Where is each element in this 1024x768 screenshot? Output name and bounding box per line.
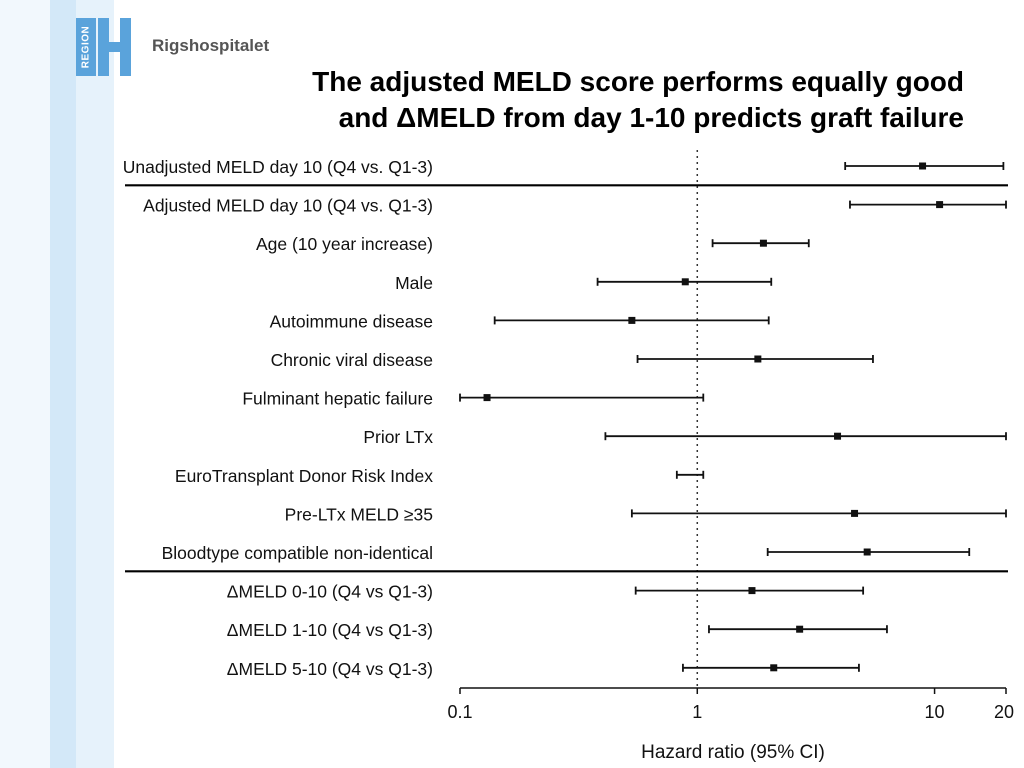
hazard-ratio-point — [770, 664, 778, 672]
hazard-ratio-point — [936, 201, 944, 209]
row-label: Fulminant hepatic failure — [242, 389, 433, 409]
hazard-ratio-point — [796, 625, 804, 633]
region-logo-bar: REGION — [76, 18, 96, 76]
hospital-name: Rigshospitalet — [152, 36, 270, 55]
forest-row: Unadjusted MELD day 10 (Q4 vs. Q1-3) — [123, 157, 1005, 177]
slide-title-line2: and ΔMELD from day 1-10 predicts graft f… — [338, 102, 964, 133]
forest-row: Age (10 year increase) — [256, 234, 810, 254]
h-letter-icon — [98, 18, 131, 76]
forest-row: ΔMELD 5-10 (Q4 vs Q1-3) — [227, 659, 860, 679]
forest-row: EuroTransplant Donor Risk Index — [175, 466, 705, 486]
row-label: Pre-LTx MELD ≥35 — [285, 504, 433, 524]
row-label: EuroTransplant Donor Risk Index — [175, 466, 433, 486]
hazard-ratio-point — [863, 548, 871, 556]
hazard-ratio-point — [681, 278, 689, 286]
x-tick-label: 1 — [692, 702, 702, 722]
hazard-ratio-point — [851, 509, 859, 517]
forest-row: Pre-LTx MELD ≥35 — [285, 504, 1007, 524]
forest-row: ΔMELD 1-10 (Q4 vs Q1-3) — [227, 620, 888, 640]
forest-row: Male — [395, 273, 773, 293]
hazard-ratio-point — [919, 162, 927, 170]
row-label: Male — [395, 273, 433, 293]
row-label: Adjusted MELD day 10 (Q4 vs. Q1-3) — [143, 196, 433, 216]
row-label: Bloodtype compatible non-identical — [162, 543, 433, 563]
x-tick-label: 20 — [994, 702, 1014, 722]
row-label: ΔMELD 1-10 (Q4 vs Q1-3) — [227, 620, 433, 640]
slide-title-line1: The adjusted MELD score performs equally… — [312, 66, 964, 97]
row-label: ΔMELD 5-10 (Q4 vs Q1-3) — [227, 659, 433, 679]
forest-row: Chronic viral disease — [271, 350, 874, 370]
background-stripe-pale — [76, 0, 114, 768]
region-h-logo: REGION — [76, 18, 134, 76]
forest-row: Bloodtype compatible non-identical — [162, 543, 971, 563]
background-stripe-light — [0, 0, 50, 768]
forest-row: Prior LTx — [363, 427, 1007, 447]
row-label: Age (10 year increase) — [256, 234, 433, 254]
row-label: ΔMELD 0-10 (Q4 vs Q1-3) — [227, 582, 433, 602]
row-label: Chronic viral disease — [271, 350, 433, 370]
forest-row: Adjusted MELD day 10 (Q4 vs. Q1-3) — [143, 196, 1007, 216]
row-label: Unadjusted MELD day 10 (Q4 vs. Q1-3) — [123, 157, 433, 177]
slide-title: The adjusted MELD score performs equally… — [0, 64, 964, 136]
x-axis-label: Hazard ratio (95% CI) — [641, 742, 825, 763]
hazard-ratio-point — [483, 394, 491, 402]
forest-row: Fulminant hepatic failure — [242, 389, 705, 409]
hazard-ratio-point — [748, 587, 756, 595]
hazard-ratio-point — [759, 239, 767, 247]
background-stripe-mid — [50, 0, 76, 768]
row-label: Autoimmune disease — [270, 311, 433, 331]
x-tick-label: 10 — [925, 702, 945, 722]
hazard-ratio-point — [834, 432, 842, 440]
forest-row: Autoimmune disease — [270, 311, 770, 331]
hazard-ratio-point — [628, 316, 636, 324]
row-label: Prior LTx — [363, 427, 433, 447]
x-tick-label: 0.1 — [447, 702, 472, 722]
forest-row: ΔMELD 0-10 (Q4 vs Q1-3) — [227, 582, 865, 602]
hazard-ratio-point — [754, 355, 762, 363]
